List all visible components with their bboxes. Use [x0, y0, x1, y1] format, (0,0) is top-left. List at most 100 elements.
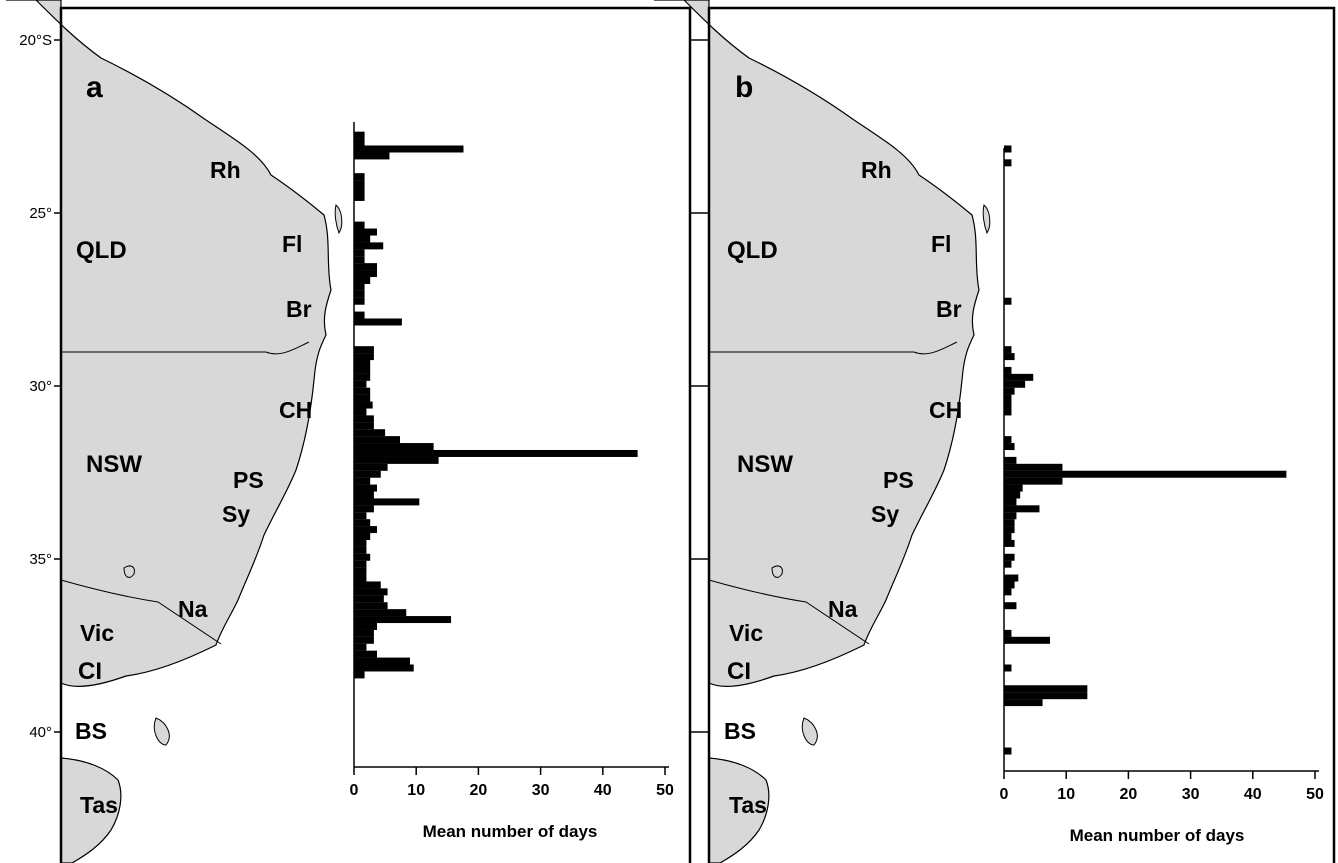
bar: [1004, 533, 1012, 541]
bar: [1004, 664, 1012, 672]
bar: [354, 242, 384, 250]
bar: [354, 290, 365, 298]
bar: [1004, 574, 1019, 582]
land-map-a: [5, 0, 343, 863]
bar: [354, 429, 386, 437]
bar: [354, 477, 371, 485]
bar: [354, 180, 365, 188]
panel-frame-b: [707, 6, 1336, 863]
label-na: Na: [178, 596, 208, 622]
bar: [354, 297, 365, 305]
bar: [1004, 373, 1034, 381]
bar: [354, 470, 381, 478]
bar: [354, 449, 638, 457]
label-ps-b: PS: [883, 467, 914, 493]
bar: [354, 436, 401, 444]
latitude-label: 30°: [29, 378, 52, 395]
bar: [354, 456, 439, 464]
panel-label-b: b: [735, 71, 753, 104]
latitude-label: 35°: [29, 551, 52, 568]
x-tick-label: 30: [532, 782, 550, 799]
label-ci-b: CI: [727, 658, 751, 685]
bar: [354, 138, 365, 146]
bar: [354, 283, 365, 291]
bar: [354, 533, 371, 541]
x-tick-label: 50: [1306, 786, 1324, 803]
label-tas-b: Tas: [729, 792, 767, 818]
bar: [354, 173, 365, 181]
latitude-label: 25°: [29, 205, 52, 222]
bar: [1004, 505, 1040, 513]
bar: [354, 664, 414, 672]
label-na-b: Na: [828, 596, 858, 622]
x-tick-label: 0: [350, 782, 359, 799]
bar: [1004, 401, 1012, 409]
x-axis-label: Mean number of days: [1070, 826, 1245, 845]
bar: [354, 616, 452, 624]
bar: [354, 505, 374, 513]
bar: [354, 650, 378, 658]
x-tick-label: 40: [1244, 786, 1262, 803]
land-map-b: [653, 0, 991, 863]
label-tas: Tas: [80, 792, 118, 818]
bar: [354, 546, 367, 554]
bar: [1004, 145, 1012, 153]
bar: [1004, 629, 1012, 637]
bar: [1004, 456, 1017, 464]
panel-label-a: a: [86, 71, 103, 104]
bar: [1004, 463, 1063, 471]
bar: [354, 256, 365, 264]
label-bs-b: BS: [724, 718, 756, 744]
bar: [354, 443, 434, 451]
bar: [1004, 443, 1015, 451]
bar: [354, 353, 374, 361]
label-qld-b: QLD: [727, 237, 778, 264]
bar: [354, 318, 402, 326]
bar: [1004, 366, 1012, 374]
label-ps: PS: [233, 467, 264, 493]
bar: [354, 415, 374, 423]
label-br-b: Br: [936, 296, 962, 322]
bar-chart-a: 0 10 20 30 40 50 Mean number of days: [350, 122, 674, 841]
bar-chart-b: 0 10 20 30 40 50 Mean number of days: [1000, 145, 1324, 845]
x-tick-label: 40: [594, 782, 612, 799]
bar: [354, 270, 378, 278]
bar: [1004, 297, 1012, 305]
bar: [354, 394, 371, 402]
bar: [354, 643, 367, 651]
bar: [354, 539, 367, 547]
bar: [1004, 747, 1012, 755]
bar: [354, 263, 378, 271]
bar: [354, 657, 410, 665]
bar: [354, 401, 373, 409]
label-sy: Sy: [222, 501, 250, 527]
bar: [1004, 353, 1015, 361]
label-qld: QLD: [76, 237, 127, 264]
bar: [354, 512, 367, 520]
bar: [354, 553, 371, 561]
bar: [1004, 692, 1088, 700]
bar: [1004, 581, 1015, 589]
bar: [354, 422, 374, 430]
bar: [354, 221, 365, 229]
bar: [354, 463, 388, 471]
bar: [1004, 491, 1021, 499]
bar: [1004, 685, 1088, 693]
label-vic-b: Vic: [729, 620, 763, 646]
x-tick-label: 50: [656, 782, 674, 799]
bar: [354, 567, 367, 575]
bar: [354, 629, 374, 637]
bar: [1004, 477, 1063, 485]
bar: [354, 491, 374, 499]
label-rh-b: Rh: [861, 157, 892, 183]
bar: [354, 526, 378, 534]
latitude-label: 40°: [29, 724, 52, 741]
bar: [1004, 380, 1026, 388]
x-tick-label: 0: [1000, 786, 1009, 803]
bar: [354, 387, 371, 395]
label-br: Br: [286, 296, 312, 322]
bar: [354, 484, 378, 492]
bar: [1004, 498, 1017, 506]
bar: [1004, 408, 1012, 416]
